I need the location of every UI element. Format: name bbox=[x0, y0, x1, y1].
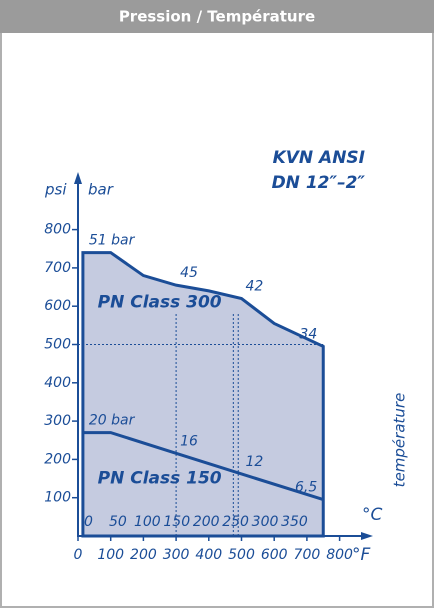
x2-tick-label: 250 bbox=[222, 514, 249, 530]
y-axis-label: psi bbox=[44, 181, 67, 199]
data-label: 45 bbox=[180, 265, 198, 281]
x-tick-label: 400 bbox=[195, 547, 222, 563]
y-tick-label: 600 bbox=[44, 298, 71, 314]
data-label: 51 bar bbox=[89, 233, 136, 249]
x2-axis-label: °C bbox=[362, 505, 383, 525]
y-tick-label: 400 bbox=[44, 375, 71, 391]
chart-title: KVN ANSI bbox=[273, 148, 365, 168]
chart-subtitle: DN 12″–2″ bbox=[272, 173, 366, 193]
x-axis-label: °F bbox=[352, 545, 371, 565]
x2-tick-label: 0 bbox=[84, 514, 93, 530]
x-tick-label: 100 bbox=[97, 547, 124, 563]
x-tick-label: 200 bbox=[130, 547, 157, 563]
data-label: 34 bbox=[299, 326, 317, 342]
area bbox=[81, 251, 325, 538]
x2-tick-label: 100 bbox=[134, 514, 161, 530]
x2-tick-label: 50 bbox=[109, 514, 127, 530]
x-tick-label: 0 bbox=[74, 547, 83, 563]
header-title: Pression / Température bbox=[119, 8, 315, 26]
header-bar bbox=[0, 0, 434, 33]
y-tick-label: 300 bbox=[44, 413, 71, 429]
x-tick-label: 500 bbox=[228, 547, 255, 563]
x-tick-label: 700 bbox=[294, 547, 321, 563]
line bbox=[82, 431, 324, 502]
x-tick-label: 800 bbox=[326, 547, 353, 563]
y-tick-label: 500 bbox=[44, 337, 71, 353]
x2-tick-label: 300 bbox=[252, 514, 279, 530]
series-name: PN Class 300 bbox=[98, 292, 222, 312]
x2-tick-label: 200 bbox=[193, 514, 220, 530]
x-tick-label: 600 bbox=[261, 547, 288, 563]
y-tick-label: 800 bbox=[44, 222, 71, 238]
y-tick-label: 200 bbox=[44, 451, 71, 467]
x-axis-arrow bbox=[361, 532, 373, 540]
data-label: 12 bbox=[246, 454, 264, 470]
x2-tick-label: 150 bbox=[163, 514, 190, 530]
y-axis-arrow bbox=[74, 172, 82, 184]
x-tick-label: 300 bbox=[163, 547, 190, 563]
x2-tick-label: 350 bbox=[281, 514, 308, 530]
data-label: 42 bbox=[246, 279, 264, 295]
y-axis-label-2: bar bbox=[88, 181, 114, 199]
data-label: 16 bbox=[180, 433, 198, 449]
y-tick-label: 100 bbox=[44, 490, 71, 506]
side-label: température bbox=[391, 393, 409, 488]
series-name: PN Class 150 bbox=[98, 469, 222, 489]
data-label: 20 bar bbox=[89, 413, 136, 429]
y-tick-label: 700 bbox=[44, 260, 71, 276]
data-label: 6,5 bbox=[295, 480, 317, 496]
